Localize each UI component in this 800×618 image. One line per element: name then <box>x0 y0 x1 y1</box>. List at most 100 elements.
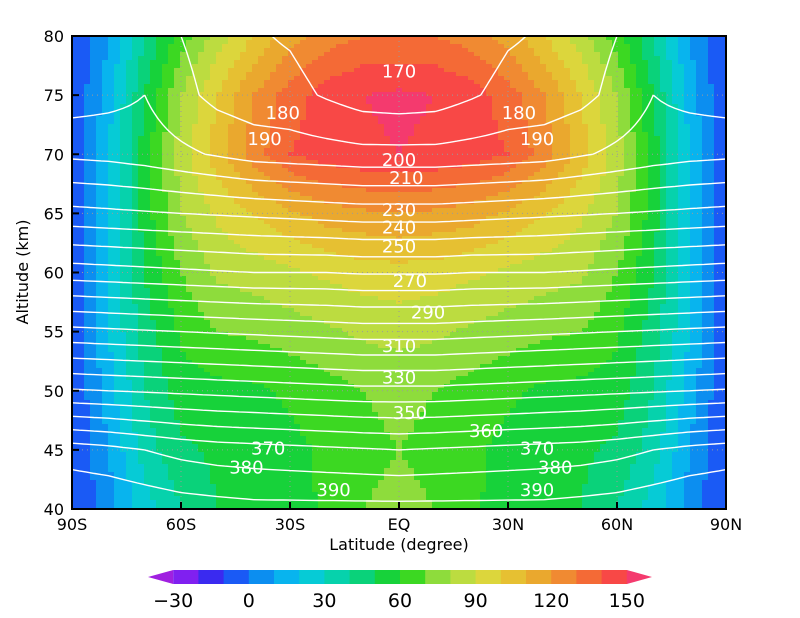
field-cell <box>492 96 499 101</box>
field-cell <box>642 208 649 213</box>
field-cell <box>330 40 337 45</box>
field-cell <box>702 168 709 173</box>
field-cell <box>516 96 523 101</box>
field-cell <box>384 60 391 65</box>
field-cell <box>288 164 295 169</box>
field-cell <box>696 208 703 213</box>
field-cell <box>156 48 163 53</box>
field-cell <box>456 148 463 153</box>
field-cell <box>90 144 97 149</box>
field-cell <box>318 212 325 217</box>
field-cell <box>414 44 421 49</box>
field-cell <box>588 140 595 145</box>
field-cell <box>366 56 373 61</box>
field-cell <box>582 156 589 161</box>
field-cell <box>228 108 235 113</box>
field-cell <box>114 112 121 117</box>
field-cell <box>678 88 685 93</box>
field-cell <box>366 160 373 165</box>
field-cell <box>480 188 487 193</box>
field-cell <box>264 148 271 153</box>
field-cell <box>360 204 367 209</box>
field-cell <box>240 52 247 57</box>
field-cell <box>150 188 157 193</box>
field-cell <box>360 208 367 213</box>
field-cell <box>78 128 85 133</box>
field-cell <box>342 88 349 93</box>
field-cell <box>564 148 571 153</box>
field-cell <box>318 176 325 181</box>
field-cell <box>258 100 265 105</box>
field-cell <box>252 88 259 93</box>
field-cell <box>462 172 469 177</box>
field-cell <box>426 192 433 197</box>
field-cell <box>624 124 631 129</box>
field-cell <box>96 204 103 209</box>
field-cell <box>654 112 661 117</box>
field-cell <box>720 80 726 85</box>
field-cell <box>498 40 505 45</box>
field-cell <box>642 88 649 93</box>
field-cell <box>348 216 355 221</box>
field-cell <box>672 104 679 109</box>
field-cell <box>138 92 145 97</box>
field-cell <box>492 104 499 109</box>
field-cell <box>330 92 337 97</box>
field-cell <box>702 100 709 105</box>
field-cell <box>582 80 589 85</box>
field-cell <box>276 176 283 181</box>
field-cell <box>186 140 193 145</box>
field-cell <box>198 92 205 97</box>
field-cell <box>552 112 559 117</box>
field-cell <box>144 168 151 173</box>
field-cell <box>246 132 253 137</box>
field-cell <box>582 56 589 61</box>
field-cell <box>666 132 673 137</box>
field-cell <box>570 132 577 137</box>
field-cell <box>510 48 517 53</box>
field-cell <box>642 212 649 217</box>
field-cell <box>222 212 229 217</box>
field-cell <box>222 40 229 45</box>
field-cell <box>234 88 241 93</box>
field-cell <box>348 160 355 165</box>
field-cell <box>660 56 667 61</box>
field-cell <box>636 196 643 201</box>
field-cell <box>180 196 187 201</box>
field-cell <box>696 136 703 141</box>
field-cell <box>72 104 79 109</box>
field-cell <box>570 124 577 129</box>
field-cell <box>648 140 655 145</box>
field-cell <box>438 200 445 205</box>
field-cell <box>468 144 475 149</box>
field-cell <box>474 88 481 93</box>
field-cell <box>510 108 517 113</box>
field-cell <box>162 152 169 157</box>
field-cell <box>96 80 103 85</box>
field-cell <box>642 44 649 49</box>
field-cell <box>450 60 457 65</box>
field-cell <box>144 96 151 101</box>
field-cell <box>582 52 589 57</box>
field-cell <box>444 124 451 129</box>
field-cell <box>672 36 679 41</box>
field-cell <box>540 72 547 77</box>
field-cell <box>294 96 301 101</box>
field-cell <box>618 212 625 217</box>
field-cell <box>462 64 469 69</box>
field-cell <box>318 100 325 105</box>
field-cell <box>648 208 655 213</box>
field-cell <box>174 148 181 153</box>
field-cell <box>444 116 451 121</box>
field-cell <box>300 40 307 45</box>
field-cell <box>108 76 115 81</box>
field-cell <box>384 208 391 213</box>
field-cell <box>510 212 517 217</box>
field-cell <box>90 216 97 221</box>
field-cell <box>144 132 151 137</box>
field-cell <box>492 88 499 93</box>
field-cell <box>432 52 439 57</box>
field-cell <box>318 124 325 129</box>
field-cell <box>462 60 469 65</box>
field-cell <box>378 96 385 101</box>
